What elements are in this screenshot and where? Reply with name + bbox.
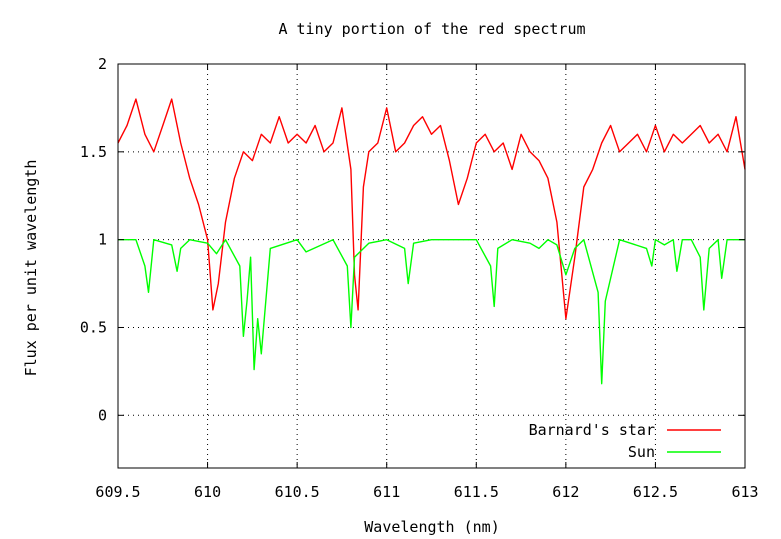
series-line-sun [118,238,745,385]
x-tick-label: 613 [731,483,758,501]
x-tick-label: 610.5 [275,483,320,501]
y-tick-label: 1 [98,231,107,249]
x-axis-label: Wavelength (nm) [364,518,499,536]
legend-label: Sun [628,443,655,461]
x-tick-label: 609.5 [95,483,140,501]
y-tick-label: 0 [98,406,107,424]
x-tick-label: 611 [373,483,400,501]
x-tick-label: 610 [194,483,221,501]
y-tick-label: 1.5 [80,143,107,161]
axis-ticks: 609.5 610 610.5 611 611.5 612 612.5 613 0 0.5 1 1.5… [80,55,759,501]
plot-frame [117,63,746,469]
y-axis-label: Flux per unit wavelength [22,160,40,377]
plot-area [117,98,746,385]
x-tick-label: 612 [552,483,579,501]
x-tick-label: 612.5 [633,483,678,501]
y-tick-label: 0.5 [80,318,107,336]
x-tick-label: 611.5 [454,483,499,501]
grid [118,64,745,468]
chart-title: A tiny portion of the red spectrum [278,20,585,38]
y-tick-label: 2 [98,55,107,73]
legend: Barnard's star Sun [529,421,721,461]
legend-label: Barnard's star [529,421,655,439]
series-line-barnards-star [117,98,746,320]
